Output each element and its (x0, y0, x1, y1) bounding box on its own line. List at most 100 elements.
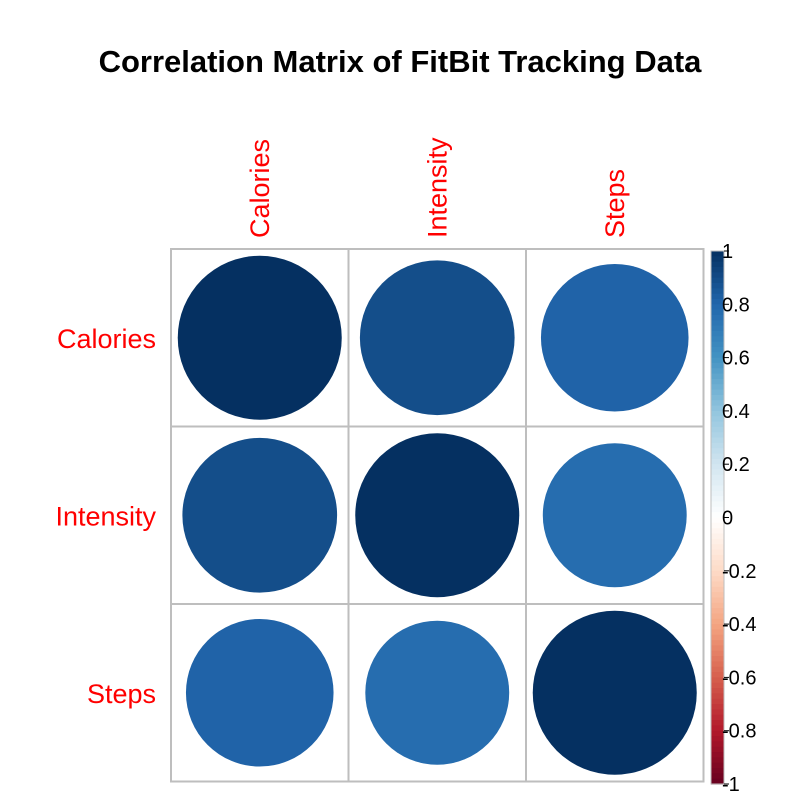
colorbar-segment (711, 736, 724, 742)
colorbar-segment (711, 282, 724, 289)
colorbar-tick-label: 0.2 (722, 454, 750, 476)
column-label-intensity: Intensity (422, 137, 452, 238)
colorbar-segment (711, 304, 724, 311)
colorbar-segment (711, 698, 724, 705)
colorbar-segment (711, 256, 724, 263)
row-label-intensity: Intensity (55, 501, 156, 531)
colorbar-segment (711, 650, 724, 657)
colorbar-segment (711, 421, 724, 428)
colorbar-segment (711, 458, 724, 465)
colorbar-segment (711, 624, 724, 631)
colorbar-segment (711, 378, 724, 385)
colorbar-segment (711, 666, 724, 673)
colorbar-segment (711, 453, 724, 460)
colorbar-segment (711, 442, 724, 449)
colorbar-segment (711, 544, 724, 551)
colorbar-segment (711, 400, 724, 407)
colorbar-segment (711, 432, 724, 439)
colorbar-segment (711, 416, 724, 423)
colorbar-segment (711, 325, 724, 332)
row-label-steps: Steps (87, 679, 156, 709)
colorbar-segment (711, 469, 724, 476)
colorbar-segment (711, 549, 724, 556)
colorbar-segment (711, 384, 724, 391)
chart-title: Correlation Matrix of FitBit Tracking Da… (99, 44, 703, 79)
colorbar-segment (711, 288, 724, 295)
colorbar-segment (711, 410, 724, 417)
colorbar-segment (711, 661, 724, 668)
colorbar-segment (711, 320, 724, 327)
row-labels: Calories Intensity Steps (55, 324, 156, 709)
colorbar-segment (711, 586, 724, 593)
colorbar-segment (711, 373, 724, 380)
colorbar-segment (711, 405, 724, 412)
colorbar-tick-label: -0.8 (722, 721, 756, 743)
column-label-calories: Calories (245, 139, 275, 238)
colorbar-segment (711, 709, 724, 716)
circle-steps-calories (185, 618, 334, 767)
colorbar-segment (711, 730, 724, 737)
colorbar-segment (711, 576, 724, 583)
colorbar-segment (711, 608, 724, 615)
colorbar-segment (711, 554, 724, 561)
colorbar-segment (711, 266, 724, 273)
colorbar-tick-label: -0.6 (722, 667, 756, 689)
colorbar-tick-label: 0 (722, 508, 733, 530)
colorbar-segment (711, 618, 724, 625)
colorbar-segment (711, 272, 724, 279)
circle-calories-intensity (359, 260, 515, 416)
colorbar-segment (711, 490, 724, 497)
colorbar-segment (711, 522, 724, 529)
colorbar-segment (711, 752, 724, 758)
colorbar-segment (711, 485, 724, 492)
colorbar-segment (711, 448, 724, 455)
colorbar-segment (711, 298, 724, 305)
colorbar-segment (711, 293, 724, 300)
circle-calories-calories (177, 255, 342, 420)
colorbar-segment (711, 496, 724, 503)
colorbar-segment (711, 565, 724, 572)
colorbar-segment (711, 725, 724, 732)
colorbar: -1 -0.8 -0.6 -0.4 -0.2 0 0.2 0.4 0.6 0.8 1 (710, 241, 756, 796)
colorbar-segment (711, 251, 724, 257)
colorbar-segment (711, 672, 724, 678)
colorbar-segment (711, 762, 724, 769)
colorbar-segment (711, 677, 724, 684)
colorbar-tick-label: -1 (722, 774, 740, 796)
circle-intensity-intensity (355, 433, 520, 598)
colorbar-segment (711, 778, 724, 785)
colorbar-segment (711, 506, 724, 513)
colorbar-segment (711, 714, 724, 721)
colorbar-tick-label: -0.2 (722, 561, 756, 583)
circle-intensity-calories (182, 437, 338, 593)
colorbar-segment (711, 629, 724, 636)
colorbar-segment (711, 330, 724, 337)
colorbar-segment (711, 357, 724, 364)
colorbar-segment (711, 704, 724, 710)
colorbar-segment (711, 613, 724, 620)
colorbar-segment (711, 746, 724, 753)
colorbar-segment (711, 261, 724, 268)
colorbar-segment (711, 533, 724, 540)
colorbar-segment (711, 656, 724, 663)
colorbar-segment (711, 336, 724, 343)
colorbar-tick-label: 0.8 (722, 294, 750, 316)
colorbar-segment (711, 480, 724, 487)
circle-steps-intensity (365, 620, 510, 765)
colorbar-segment (711, 688, 724, 694)
colorbar-segment (711, 426, 724, 433)
colorbar-segment (711, 528, 724, 535)
colorbar-segment (711, 512, 724, 519)
colorbar-segment (711, 314, 724, 321)
matrix-cells (170, 248, 705, 783)
colorbar-segment (711, 517, 724, 524)
colorbar-segment (711, 640, 724, 647)
column-label-steps: Steps (600, 169, 630, 238)
colorbar-segment (711, 757, 724, 764)
colorbar-segment (711, 570, 724, 577)
colorbar-segment (711, 592, 724, 599)
colorbar-segment (711, 464, 724, 471)
colorbar-segment (711, 634, 724, 641)
colorbar-segment (711, 768, 724, 774)
